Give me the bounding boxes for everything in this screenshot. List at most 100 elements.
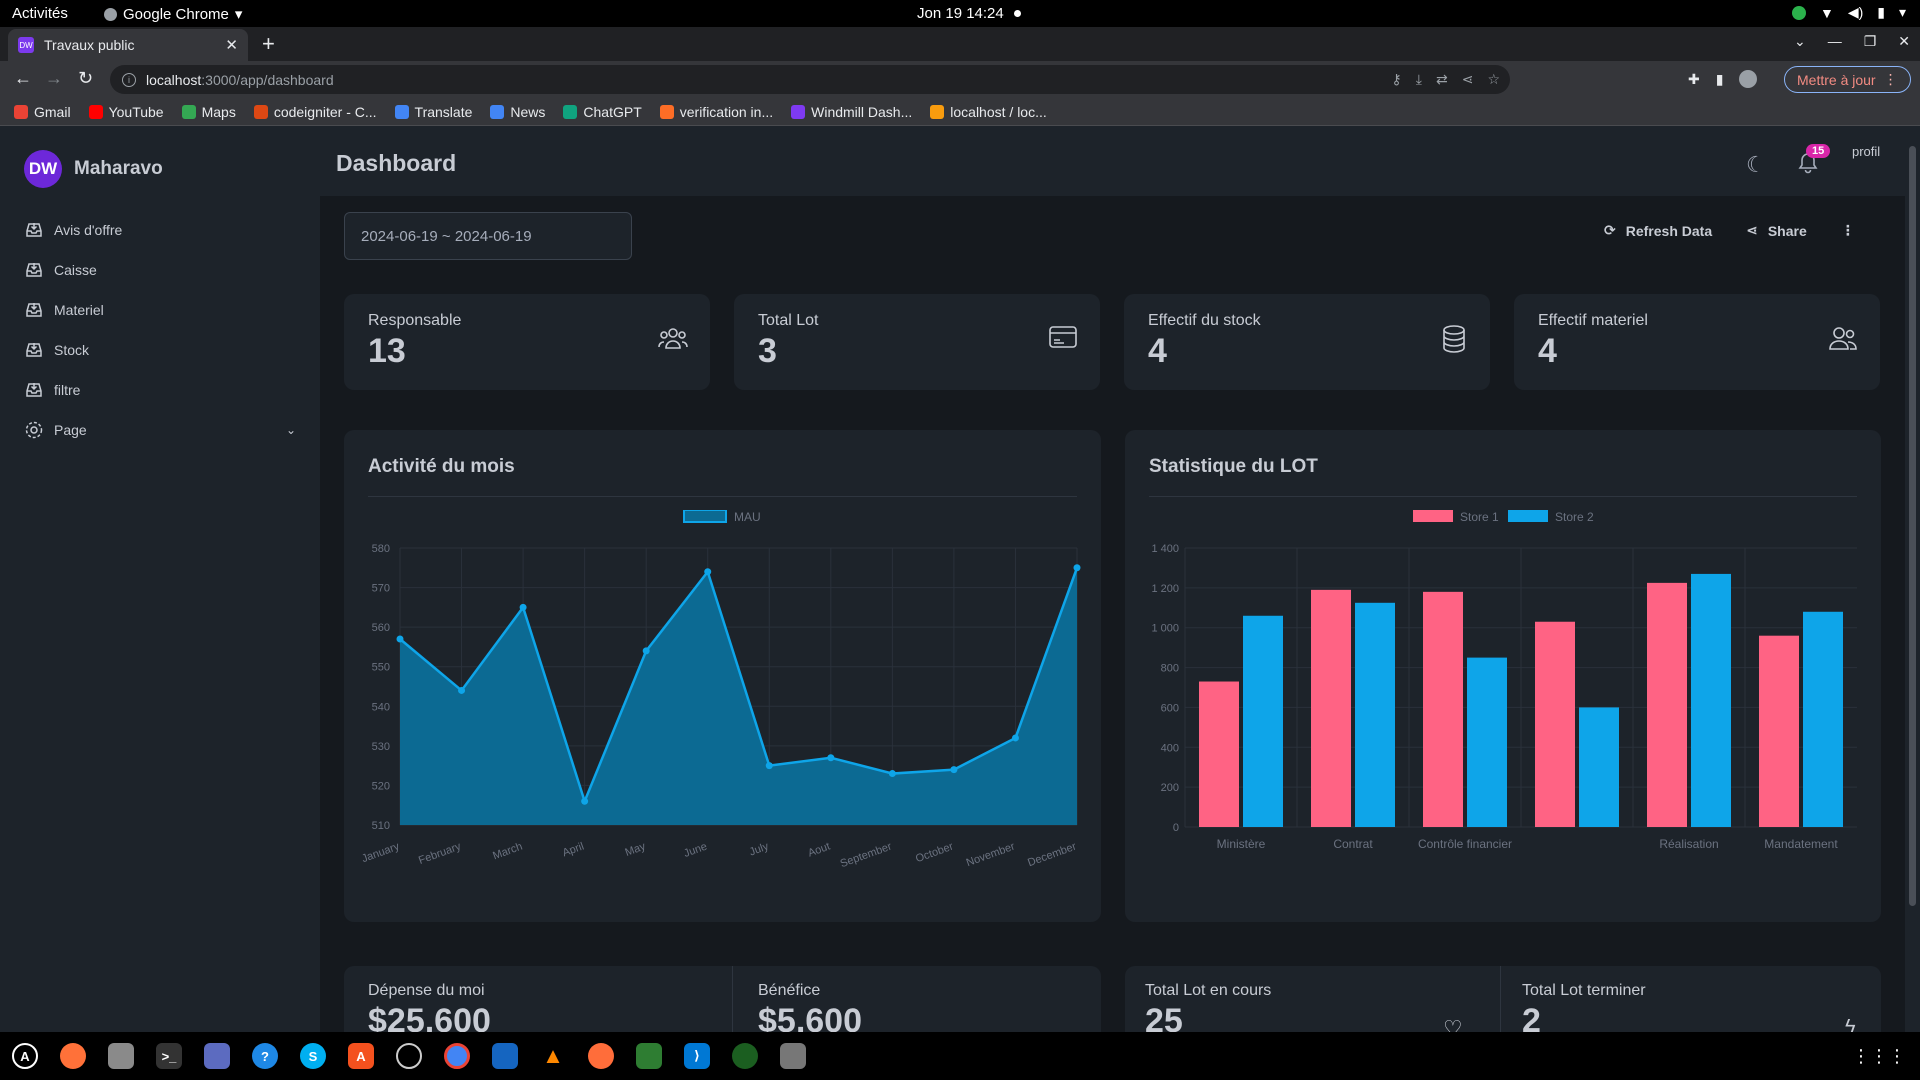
calc-icon[interactable] bbox=[636, 1043, 662, 1069]
bookmark-item[interactable]: YouTube bbox=[88, 104, 164, 120]
legend-label[interactable]: Store 2 bbox=[1555, 510, 1594, 524]
share-icon[interactable]: ⋖ bbox=[1461, 71, 1474, 87]
postman-icon[interactable] bbox=[588, 1043, 614, 1069]
data-point[interactable] bbox=[827, 754, 835, 762]
stat-label: Bénéfice bbox=[758, 982, 821, 999]
bookmark-item[interactable]: Maps bbox=[181, 104, 236, 120]
bookmark-item[interactable]: localhost / loc... bbox=[930, 104, 1047, 120]
install-icon[interactable]: ⤓ bbox=[1415, 71, 1422, 87]
system-tray[interactable]: ▼ ◀) ▮ ▾ bbox=[1791, 4, 1906, 21]
chrome-icon[interactable] bbox=[444, 1043, 470, 1069]
reload-icon[interactable]: ↻ bbox=[78, 68, 94, 88]
close-icon[interactable]: ✕ bbox=[225, 37, 238, 54]
forward-arrow-icon[interactable]: → bbox=[45, 68, 63, 88]
data-point[interactable] bbox=[458, 686, 466, 694]
close-window-icon[interactable]: ✕ bbox=[1898, 33, 1910, 49]
sidebar-item-materiel[interactable]: Materiel bbox=[24, 290, 296, 330]
bar[interactable] bbox=[1535, 621, 1575, 827]
bar[interactable] bbox=[1691, 573, 1731, 827]
firefox-icon[interactable] bbox=[60, 1043, 86, 1069]
show-apps-icon[interactable]: ⋮⋮⋮ bbox=[1852, 1046, 1906, 1066]
minimize-icon[interactable]: — bbox=[1827, 33, 1842, 49]
bookmark-item[interactable]: Gmail bbox=[14, 104, 71, 120]
bar[interactable] bbox=[1243, 615, 1283, 827]
screenshot-icon[interactable] bbox=[204, 1043, 230, 1069]
update-button[interactable]: Mettre à jour ⋮ bbox=[1784, 66, 1911, 93]
brand[interactable]: DW Maharavo bbox=[24, 150, 163, 188]
bookmark-item[interactable]: verification in... bbox=[659, 104, 773, 120]
side-panel-icon[interactable]: ▮ bbox=[1715, 70, 1724, 87]
bar[interactable] bbox=[1803, 611, 1843, 827]
data-point[interactable] bbox=[1073, 564, 1081, 572]
sidebar-item-avis-d-offre[interactable]: Avis d'offre bbox=[24, 210, 296, 250]
launcher-icon[interactable]: A bbox=[12, 1043, 38, 1069]
info-icon[interactable]: i bbox=[122, 72, 136, 87]
bookmark-item[interactable]: Translate bbox=[394, 104, 472, 120]
share-button[interactable]: ⋖ Share bbox=[1746, 222, 1807, 239]
sidebar-item-filtre[interactable]: filtre bbox=[24, 370, 296, 410]
browser-tab[interactable]: DW Travaux public ✕ bbox=[8, 29, 248, 61]
terminal-icon[interactable]: >_ bbox=[156, 1043, 182, 1069]
sidebar-item-caisse[interactable]: Caisse bbox=[24, 250, 296, 290]
data-point[interactable] bbox=[765, 762, 773, 770]
activities-button[interactable]: Activités bbox=[12, 5, 68, 22]
data-point[interactable] bbox=[642, 647, 650, 655]
back-arrow-icon[interactable]: ← bbox=[14, 68, 32, 88]
vlc-icon[interactable]: ▲ bbox=[542, 1043, 564, 1068]
bookmark-item[interactable]: Windmill Dash... bbox=[791, 104, 912, 120]
legend-label[interactable]: MAU bbox=[734, 510, 761, 524]
writer-icon[interactable] bbox=[492, 1043, 518, 1069]
key-icon[interactable]: ⚷ bbox=[1391, 71, 1402, 87]
avatar[interactable]: profil bbox=[1852, 144, 1881, 159]
data-point[interactable] bbox=[396, 635, 404, 643]
profile-avatar-icon[interactable] bbox=[1739, 70, 1758, 88]
chevron-down-icon[interactable]: ⌄ bbox=[285, 423, 296, 437]
legend-label[interactable]: Store 1 bbox=[1460, 510, 1499, 524]
puzzle-icon[interactable]: ✚ bbox=[1688, 70, 1700, 87]
settings-icon[interactable] bbox=[396, 1043, 422, 1069]
files-icon[interactable] bbox=[108, 1043, 134, 1069]
bookmark-item[interactable]: codeigniter - C... bbox=[253, 104, 377, 120]
software-center-icon[interactable]: A bbox=[348, 1043, 374, 1069]
bar[interactable] bbox=[1311, 589, 1351, 827]
sidebar-item-stock[interactable]: Stock bbox=[24, 330, 296, 370]
bar[interactable] bbox=[1579, 707, 1619, 827]
star-icon[interactable]: ☆ bbox=[1487, 71, 1500, 87]
browser-toolbar: ← → ↻ i localhost:3000/app/dashboard ⚷ ⤓… bbox=[0, 61, 1920, 98]
address-bar[interactable]: i localhost:3000/app/dashboard ⚷ ⤓ ⇄ ⋖ ☆ bbox=[110, 65, 1510, 94]
data-point[interactable] bbox=[1011, 734, 1019, 742]
bar[interactable] bbox=[1647, 582, 1687, 827]
data-point[interactable] bbox=[950, 766, 958, 774]
app-menu[interactable]: Google Chrome ▾ bbox=[104, 5, 242, 23]
data-point[interactable] bbox=[888, 770, 896, 778]
bar[interactable] bbox=[1355, 602, 1395, 827]
bookmark-item[interactable]: ChatGPT bbox=[563, 104, 642, 120]
moon-icon[interactable]: ☾ bbox=[1746, 152, 1766, 177]
refresh-data-button[interactable]: ⟳ Refresh Data bbox=[1604, 222, 1712, 239]
date-range-input[interactable]: 2024-06-19 ~ 2024-06-19 bbox=[344, 212, 632, 260]
y-tick-label: 800 bbox=[1161, 663, 1179, 675]
page-scrollbar[interactable] bbox=[1905, 132, 1920, 1032]
bar[interactable] bbox=[1199, 681, 1239, 827]
x-tick-label: June bbox=[682, 841, 709, 860]
disk-icon[interactable] bbox=[780, 1043, 806, 1069]
bar[interactable] bbox=[1467, 657, 1507, 827]
bookmark-item[interactable]: News bbox=[490, 104, 545, 120]
tab-search-icon[interactable]: ⌄ bbox=[1793, 33, 1806, 49]
bar[interactable] bbox=[1759, 635, 1799, 827]
vscode-icon[interactable]: ⟩ bbox=[684, 1043, 710, 1069]
bar[interactable] bbox=[1423, 591, 1463, 827]
skype-icon[interactable]: S bbox=[300, 1043, 326, 1069]
data-point[interactable] bbox=[704, 568, 712, 576]
translate-icon[interactable]: ⇄ bbox=[1435, 71, 1448, 87]
scrollbar-thumb[interactable] bbox=[1909, 146, 1916, 906]
data-point[interactable] bbox=[581, 797, 589, 805]
clock[interactable]: Jon 19 14:24 bbox=[917, 5, 1021, 22]
data-point[interactable] bbox=[519, 603, 527, 611]
help-icon[interactable]: ? bbox=[252, 1043, 278, 1069]
more-options-button[interactable]: ⋮ bbox=[1841, 222, 1855, 239]
maximize-icon[interactable]: ❐ bbox=[1863, 33, 1877, 49]
new-tab-button[interactable]: + bbox=[262, 31, 275, 56]
sidebar-item-page[interactable]: Page ⌄ bbox=[24, 410, 296, 450]
globe-icon[interactable] bbox=[732, 1043, 758, 1069]
